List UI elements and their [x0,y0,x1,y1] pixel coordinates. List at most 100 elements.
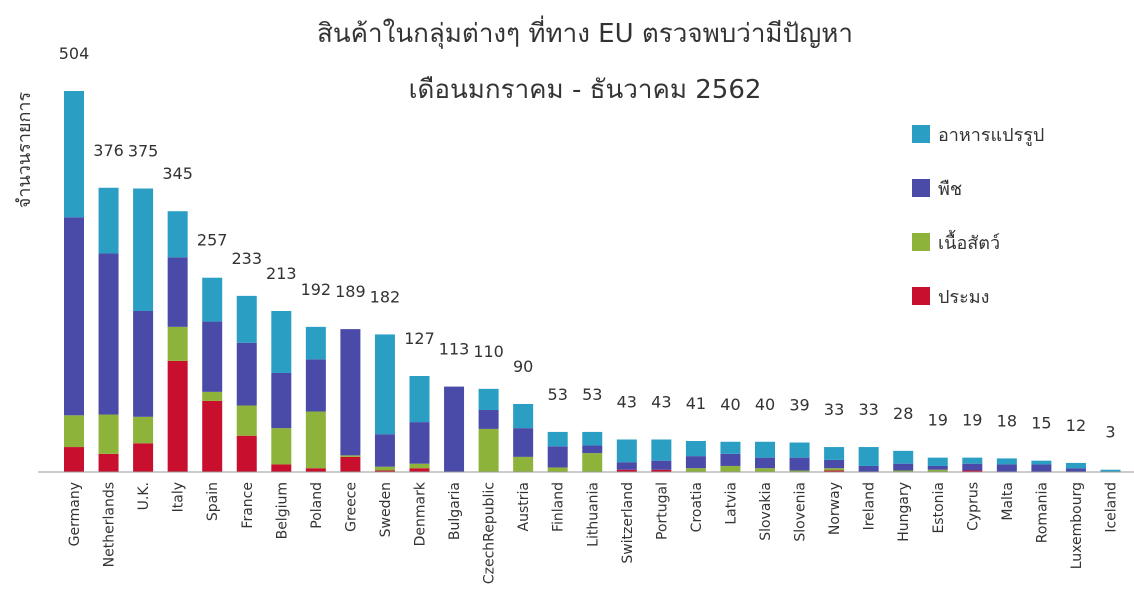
bar-segment-4-2 [98,187,119,254]
bar-segment-4-7 [271,310,292,373]
total-label-10: 182 [370,287,401,306]
total-label-6: 233 [231,249,262,268]
total-label-1: 504 [59,44,90,63]
x-tick-label-30: Luxembourg [1069,482,1085,569]
bar-segment-1-6 [236,435,257,472]
legend: อาหารแปรรูปพืชเนื้อสัตว์ประมง [912,125,1044,308]
bar-segment-2-3 [133,416,154,444]
total-label-16: 53 [582,385,602,404]
bar-segment-4-26 [927,457,948,466]
x-tick-label-12: Bulgaria [447,482,463,540]
bar-segment-2-2 [98,414,119,454]
bar-segment-4-27 [962,457,983,464]
bar-segment-1-10 [374,470,395,472]
bar-segment-4-17 [616,439,637,463]
total-label-2: 376 [93,141,124,160]
total-label-26: 19 [928,411,948,430]
bar-segment-2-22 [789,470,810,472]
bar-segment-2-11 [409,463,430,469]
bar-segment-3-17 [616,462,637,470]
total-label-17: 43 [617,392,637,411]
bar-segment-1-27 [962,470,983,472]
x-tick-label-9: Greece [343,482,359,532]
bar-segment-1-17 [616,469,637,472]
x-tick-label-27: Cyprus [965,482,981,531]
total-label-7: 213 [266,264,297,283]
legend-label-2: พืช [938,179,962,200]
bar-segment-1-7 [271,464,292,472]
total-label-29: 15 [1031,414,1051,433]
bar-segment-3-27 [962,463,983,471]
x-tick-label-25: Hungary [896,482,912,542]
bar-segment-4-4 [167,211,188,258]
legend-label-1: อาหารแปรรูป [938,125,1044,146]
bar-segment-3-24 [858,465,879,472]
bar-segment-2-15 [547,467,568,472]
bar-segment-2-9 [340,455,361,457]
bar-segment-4-1 [64,91,84,218]
bar-segment-1-4 [167,360,188,472]
bar-segment-3-28 [996,464,1017,472]
bar-segment-1-23 [824,470,845,472]
total-label-8: 192 [301,280,332,299]
bar-segment-3-14 [513,428,534,457]
total-label-27: 19 [962,411,982,430]
bar-segment-3-23 [824,459,845,469]
x-tick-label-26: Estonia [931,482,947,534]
total-label-13: 110 [473,342,504,361]
bar-segment-4-10 [374,334,395,435]
bar-segment-3-16 [582,445,603,454]
x-tick-label-10: Sweden [378,482,394,537]
x-tick-label-2: Netherlands [102,482,118,567]
bar-segment-4-28 [996,458,1017,465]
x-tick-label-15: Finland [551,482,567,532]
bar-segment-4-3 [133,188,154,311]
total-label-12: 113 [439,340,470,359]
bar-segment-2-1 [64,415,84,448]
bar-segment-1-18 [651,469,672,472]
bar-segment-3-10 [374,434,395,467]
bar-segment-3-11 [409,422,430,464]
x-tick-label-6: France [240,482,256,529]
bar-segment-4-31 [1100,469,1121,472]
bar-segment-3-22 [789,457,810,471]
total-label-14: 90 [513,357,533,376]
bar-segment-4-14 [513,403,534,429]
plot-area: 504 Germany 376 Netherlands 375 U.K. 345 Italy 2… [59,44,1121,584]
bar-segment-3-25 [893,463,914,471]
bar-segment-4-13 [478,388,499,411]
bar-segment-2-25 [893,470,914,472]
bar-segment-2-20 [720,465,741,472]
total-label-28: 18 [997,411,1017,430]
x-tick-label-8: Poland [309,482,325,529]
bar-segment-1-8 [305,468,326,472]
total-label-9: 189 [335,282,366,301]
bar-segment-2-13 [478,428,499,472]
bar-segment-3-19 [685,456,706,469]
total-label-22: 39 [789,396,809,415]
bar-segment-1-5 [202,400,223,472]
bar-segment-3-3 [133,310,154,417]
bar-segment-3-15 [547,446,568,468]
bar-segment-1-11 [409,468,430,472]
bar-segment-3-21 [755,457,775,469]
bar-segment-4-22 [789,442,810,458]
bar-segment-3-26 [927,465,948,470]
x-tick-label-11: Denmark [413,481,429,546]
bar-segment-4-24 [858,447,879,466]
bar-segment-3-4 [167,257,188,327]
bar-segment-2-21 [755,468,775,472]
total-label-4: 345 [162,164,193,183]
bar-segment-3-9 [340,329,361,456]
bar-segment-4-25 [893,450,914,464]
total-label-31: 3 [1105,423,1115,442]
bar-segment-3-20 [720,453,741,466]
bar-segment-2-4 [167,326,188,361]
bar-segment-2-23 [824,468,845,471]
x-tick-label-20: Latvia [723,482,739,525]
x-tick-label-7: Belgium [274,482,290,539]
bar-segment-4-20 [720,441,741,454]
x-tick-label-21: Slovakia [758,482,774,541]
bar-segment-4-29 [1031,460,1052,465]
